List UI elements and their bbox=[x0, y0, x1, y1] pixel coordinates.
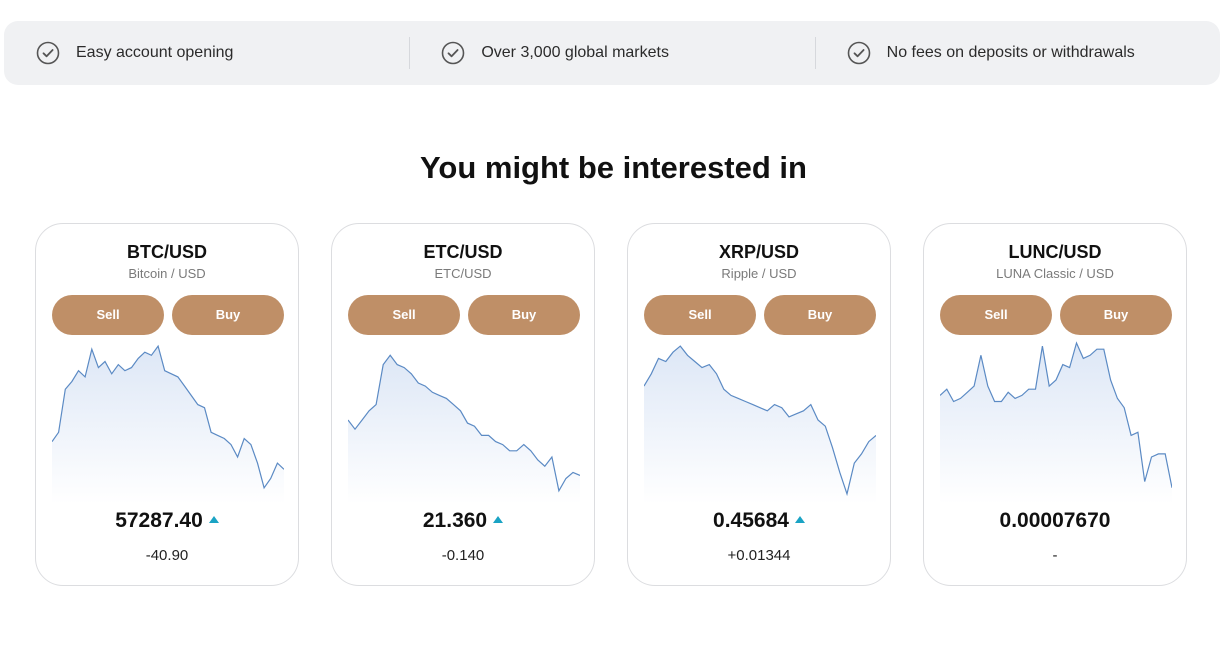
feature-item: Over 3,000 global markets bbox=[409, 21, 814, 85]
price-value: 0.00007670 bbox=[999, 509, 1111, 532]
sparkline-chart bbox=[940, 341, 1172, 504]
price-row: 21.360 bbox=[332, 509, 594, 533]
sparkline-area bbox=[644, 346, 876, 504]
price-change: +0.01344 bbox=[727, 547, 791, 564]
check-circle-icon bbox=[441, 41, 465, 65]
instrument-name: LUNA Classic / USD bbox=[996, 266, 1114, 281]
sell-button[interactable]: Sell bbox=[348, 295, 460, 335]
feature-item: No fees on deposits or withdrawals bbox=[814, 21, 1220, 85]
price-value: 0.45684 bbox=[713, 509, 789, 532]
sparkline-area bbox=[940, 343, 1172, 504]
up-arrow-icon bbox=[794, 516, 805, 524]
feature-item: Easy account opening bbox=[4, 21, 409, 85]
instrument-symbol: XRP/USD bbox=[718, 242, 799, 262]
instrument-card-xrp[interactable]: XRP/USD Ripple / USD Sell Buy 0.45684 +0… bbox=[627, 223, 891, 586]
instrument-name: Bitcoin / USD bbox=[128, 266, 206, 281]
instrument-name: Ripple / USD bbox=[721, 266, 797, 281]
check-circle-icon bbox=[847, 41, 871, 65]
instrument-symbol: BTC/USD bbox=[127, 242, 207, 262]
instrument-card-lunc[interactable]: LUNC/USD LUNA Classic / USD Sell Buy 0.0… bbox=[923, 223, 1187, 586]
sparkline-line bbox=[52, 344, 284, 490]
sell-button[interactable]: Sell bbox=[52, 295, 164, 335]
price-change: -40.90 bbox=[145, 547, 189, 564]
price-change: - bbox=[1052, 547, 1058, 564]
buy-button[interactable]: Buy bbox=[172, 295, 284, 335]
sparkline-chart bbox=[52, 344, 284, 504]
sparkline-area bbox=[52, 346, 284, 504]
price-value: 21.360 bbox=[422, 509, 488, 532]
section-title: You might be interested in bbox=[420, 150, 807, 185]
sparkline-chart bbox=[644, 345, 876, 504]
instrument-symbol: LUNC/USD bbox=[1008, 242, 1102, 262]
instrument-name: ETC/USD bbox=[434, 266, 492, 281]
sell-button[interactable]: Sell bbox=[940, 295, 1052, 335]
sparkline-chart bbox=[348, 354, 580, 504]
price-row: 57287.40 bbox=[36, 509, 298, 533]
price-change: -0.140 bbox=[441, 547, 485, 564]
feature-text: Over 3,000 global markets bbox=[481, 44, 669, 61]
features-bar: Easy account opening Over 3,000 global m… bbox=[4, 21, 1220, 85]
instrument-symbol: ETC/USD bbox=[423, 242, 503, 262]
sparkline-line bbox=[940, 341, 1172, 488]
feature-text: Easy account opening bbox=[76, 44, 234, 61]
feature-text: No fees on deposits or withdrawals bbox=[886, 44, 1135, 61]
instrument-card-etc[interactable]: ETC/USD ETC/USD Sell Buy 21.360 -0.140 bbox=[331, 223, 595, 586]
up-arrow-icon bbox=[493, 516, 504, 524]
buy-button[interactable]: Buy bbox=[1060, 295, 1172, 335]
sparkline-line bbox=[348, 354, 580, 493]
price-value: 57287.40 bbox=[115, 509, 203, 532]
sparkline-area bbox=[348, 355, 580, 504]
sell-button[interactable]: Sell bbox=[644, 295, 756, 335]
buy-button[interactable]: Buy bbox=[764, 295, 876, 335]
check-circle-icon bbox=[36, 41, 60, 65]
buy-button[interactable]: Buy bbox=[468, 295, 580, 335]
up-arrow-icon bbox=[208, 516, 219, 524]
sparkline-line bbox=[644, 345, 876, 497]
price-row: 0.00007670 bbox=[924, 509, 1186, 533]
instrument-card-btc[interactable]: BTC/USD Bitcoin / USD Sell Buy 57287.40 … bbox=[35, 223, 299, 586]
price-row: 0.45684 bbox=[628, 509, 890, 533]
